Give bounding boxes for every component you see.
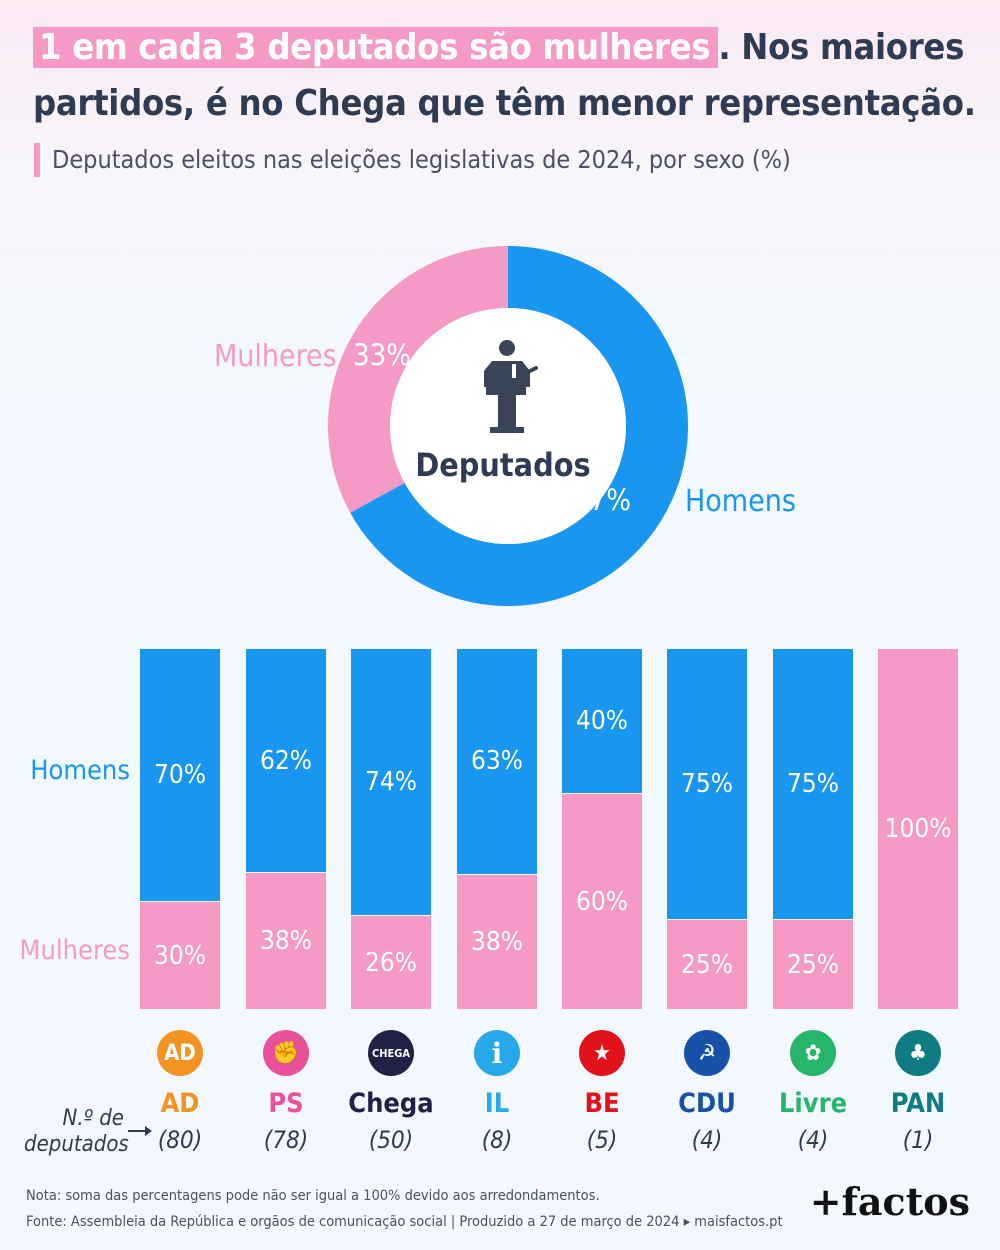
slice-label-mulheres: 33% — [353, 338, 411, 372]
party-deputies-count: (8) — [481, 1126, 513, 1154]
party-name: BE — [584, 1088, 620, 1119]
party-deputies-count: (50) — [368, 1126, 414, 1154]
bar-segment-mulheres: 30% — [140, 902, 220, 1009]
headline-rest: . Nos maiores partidos, é no Chega que t… — [33, 27, 976, 124]
brand-logo: +factos — [809, 1179, 970, 1224]
livre-poppy-icon: ✿ — [790, 1030, 836, 1076]
party-name: Livre — [778, 1088, 848, 1119]
bar-segment-mulheres: 25% — [773, 920, 853, 1009]
ps-fist-rose-icon: ✊ — [263, 1030, 309, 1076]
chega-logo-icon: CHEGA — [368, 1030, 414, 1076]
party-deputies-count: (80) — [157, 1126, 203, 1154]
bar-segment-homens: 40% — [562, 649, 642, 793]
bar-ad: 70% 30% — [140, 649, 220, 1009]
bar-ps: 62% 38% — [246, 649, 326, 1009]
center-label: Deputados — [415, 446, 590, 484]
party-name: Chega — [348, 1088, 434, 1119]
legend-homens: Homens — [685, 484, 796, 519]
ad-logo-icon: AD — [157, 1030, 203, 1076]
bar-segment-homens: 75% — [667, 649, 747, 919]
bar-segment-homens: 70% — [140, 649, 220, 901]
be-star-icon: ★ — [579, 1030, 625, 1076]
deputies-count-label: N.º de deputados — [24, 1106, 129, 1157]
bar-livre: 75% 25% — [773, 649, 853, 1009]
bar-chega: 74% 26% — [351, 649, 431, 1009]
footnote: Nota: soma das percentagens pode não ser… — [26, 1188, 600, 1204]
subtitle: Deputados eleitos nas eleições legislati… — [34, 143, 791, 177]
bar-pan: 100% — [878, 649, 958, 1009]
slice-mulheres — [327, 246, 508, 513]
party-name: AD — [160, 1088, 200, 1119]
bar-segment-mulheres: 38% — [246, 873, 326, 1009]
headline: 1 em cada 3 deputados são mulheres. Nos … — [33, 20, 983, 132]
party-name: PS — [268, 1088, 304, 1119]
party-name: IL — [484, 1088, 510, 1119]
party-name: PAN — [890, 1088, 946, 1119]
row-label-mulheres: Mulheres — [19, 935, 130, 966]
legend-mulheres: Mulheres — [214, 339, 337, 374]
slice-homens — [350, 246, 688, 606]
bar-segment-mulheres: 25% — [667, 920, 747, 1009]
slice-label-homens: 67% — [573, 483, 631, 517]
source: Fonte: Assembleia da República e orgãos … — [26, 1214, 783, 1230]
arrow-right-icon — [128, 1126, 152, 1136]
bar-segment-homens: 75% — [773, 649, 853, 919]
pan-tree-icon: ♣ — [895, 1030, 941, 1076]
il-logo-icon: i — [474, 1030, 520, 1076]
donut-chart: Deputados 67% 33% — [327, 246, 688, 606]
bar-il: 63% 38% — [457, 649, 537, 1009]
bar-segment-mulheres: 60% — [562, 794, 642, 1009]
party-deputies-count: (1) — [902, 1126, 934, 1154]
bar-segment-mulheres: 26% — [351, 916, 431, 1009]
bar-segment-mulheres: 100% — [878, 649, 958, 1009]
speaker-at-podium-icon — [484, 340, 538, 433]
bar-segment-homens: 62% — [246, 649, 326, 873]
party-name: CDU — [678, 1088, 736, 1119]
row-label-homens: Homens — [30, 755, 130, 786]
bar-segment-homens: 63% — [457, 649, 537, 874]
party-deputies-count: (78) — [263, 1126, 309, 1154]
headline-highlight: 1 em cada 3 deputados são mulheres — [33, 27, 719, 68]
bar-be: 40% 60% — [562, 649, 642, 1009]
party-deputies-count: (5) — [586, 1126, 618, 1154]
bar-segment-mulheres: 38% — [457, 874, 537, 1009]
party-deputies-count: (4) — [691, 1126, 723, 1154]
bar-segment-homens: 74% — [351, 649, 431, 916]
bar-cdu: 75% 25% — [667, 649, 747, 1009]
party-deputies-count: (4) — [797, 1126, 829, 1154]
cdu-hammer-sickle-icon: ☭ — [684, 1030, 730, 1076]
